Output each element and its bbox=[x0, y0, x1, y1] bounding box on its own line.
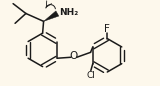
Text: F: F bbox=[104, 24, 110, 34]
Text: NH₂: NH₂ bbox=[59, 8, 79, 17]
Text: Cl: Cl bbox=[86, 71, 95, 80]
Text: O: O bbox=[70, 51, 78, 61]
Polygon shape bbox=[44, 11, 59, 21]
